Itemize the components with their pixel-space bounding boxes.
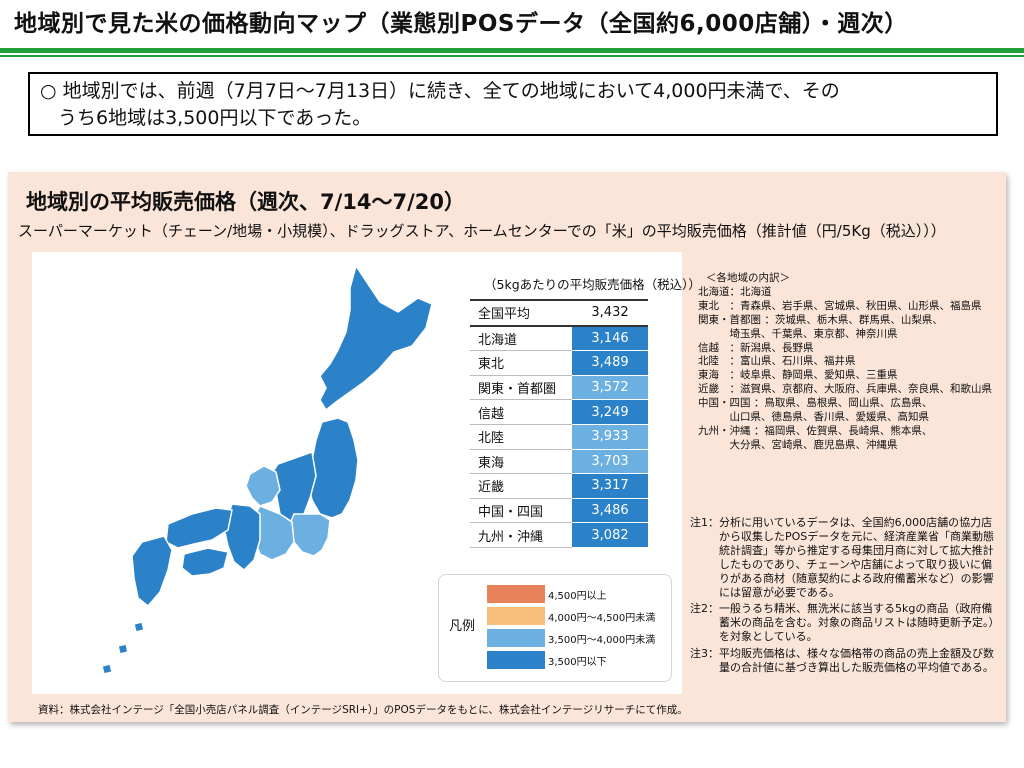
region-price: 3,249 — [572, 399, 648, 425]
map-region-kanto — [287, 513, 331, 557]
map-region-tohoku — [307, 417, 359, 519]
breakdown-line: 山口県、徳島県、香川県、愛媛県、高知県 — [698, 411, 929, 424]
region-breakdown: ＜各地域の内訳＞ 北海道：北海道 東北 ：青森県、岩手県、宮城県、秋田県、山形県、… — [698, 272, 992, 453]
map-legend: 凡例 4,500円以上 4,000円～4,500円未満 3,500円～4,000… — [438, 574, 672, 682]
map-region-shikoku — [181, 547, 229, 577]
legend-title: 凡例 — [449, 619, 476, 634]
footnotes: 注1： 分析に用いているデータは、全国約6,000店舗の協力店から収集したPOSデ… — [690, 516, 998, 678]
map-region-hokkaido — [319, 265, 433, 411]
summary-box: ○ 地域別では、前週（7月7日～7月13日）に続き、全ての地域において4,000… — [28, 72, 998, 136]
footnote-label: 注3： — [690, 647, 719, 661]
legend-swatch — [487, 607, 545, 625]
japan-map — [101, 265, 433, 675]
legend-label: 3,500円～4,000円未満 — [548, 635, 656, 646]
region-name: 東海 — [470, 449, 572, 475]
map-region-kyushu — [131, 535, 173, 607]
title-rule-thick — [0, 48, 1024, 53]
map-region-hokuriku — [245, 465, 281, 507]
footnote-text: 平均販売価格は、様々な価格帯の商品の売上金額及び数量の合計値に基づき算出した販売… — [719, 647, 994, 675]
breakdown-line: 北陸 ：富山県、石川県、福井県 — [698, 355, 856, 368]
table-row: 関東・首都圏 3,572 — [470, 375, 648, 401]
source-note: 資料：株式会社インテージ「全国小売店パネル調査（インテージSRI+）」のPOSデ… — [38, 704, 688, 716]
breakdown-list: 北海道：北海道 東北 ：青森県、岩手県、宮城県、秋田県、山形県、福島県 関東・首都圏… — [698, 286, 992, 453]
region-name: 北海道 — [470, 325, 572, 352]
region-name: 中国・四国 — [470, 498, 572, 524]
region-price: 3,486 — [572, 498, 648, 524]
region-price: 3,146 — [572, 325, 648, 352]
region-name: 関東・首都圏 — [470, 375, 572, 401]
breakdown-line: 東海 ：岐阜県、静岡県、愛知県、三重県 — [698, 369, 898, 382]
table-row: 北海道 3,146 — [470, 325, 648, 352]
region-price: 3,703 — [572, 449, 648, 475]
region-price: 3,572 — [572, 375, 648, 401]
region-price: 3,933 — [572, 424, 648, 450]
region-price: 3,082 — [572, 522, 648, 548]
panel-title: 地域別の平均販売価格（週次、7/14～7/20） — [26, 190, 466, 214]
breakdown-line: 近畿 ：滋賀県、京都府、大阪府、兵庫県、奈良県、和歌山県 — [698, 383, 992, 396]
breakdown-line: 埼玉県、千葉県、東京都、神奈川県 — [698, 327, 898, 340]
region-price: 3,432 — [572, 299, 648, 327]
breakdown-heading: ＜各地域の内訳＞ — [706, 272, 790, 284]
table-row: 信越 3,249 — [470, 399, 648, 425]
table-row: 北陸 3,933 — [470, 424, 648, 450]
region-price: 3,489 — [572, 350, 648, 376]
legend-label: 3,500円以下 — [548, 657, 607, 668]
footnote: 注1： 分析に用いているデータは、全国約6,000店舗の協力店から収集したPOSデ… — [690, 516, 998, 599]
table-row: 東北 3,489 — [470, 350, 648, 376]
breakdown-line: 東北 ：青森県、岩手県、宮城県、秋田県、山形県、福島県 — [698, 299, 982, 312]
map-region-chugoku — [165, 507, 233, 549]
legend-item: 4,000円～4,500円未満 — [487, 607, 665, 625]
region-name: 九州・沖縄 — [470, 522, 572, 548]
map-island-3 — [101, 663, 113, 675]
legend-item: 3,500円以下 — [487, 651, 665, 669]
table-row-average: 全国平均 3,432 — [470, 299, 648, 327]
map-island-1 — [133, 621, 145, 633]
breakdown-line: 北海道：北海道 — [698, 285, 772, 298]
legend-swatch — [487, 629, 545, 647]
region-name: 東北 — [470, 350, 572, 376]
region-price: 3,317 — [572, 473, 648, 499]
price-table: 全国平均 3,432 北海道 3,146 東北 3,489 関東・首都圏 3,572 信越 3… — [470, 299, 648, 548]
legend-label: 4,500円以上 — [548, 591, 607, 602]
table-row: 九州・沖縄 3,082 — [470, 522, 648, 548]
breakdown-line: 信越 ：新潟県、長野県 — [698, 341, 814, 354]
region-name: 北陸 — [470, 424, 572, 450]
region-name: 全国平均 — [470, 299, 572, 327]
legend-item: 3,500円～4,000円未満 — [487, 629, 665, 647]
price-panel: 地域別の平均販売価格（週次、7/14～7/20） スーパーマーケット（チェーン/… — [8, 172, 1006, 722]
breakdown-line: 中国・四国 ：鳥取県、島根県、岡山県、広島県、 — [698, 397, 933, 410]
table-row: 中国・四国 3,486 — [470, 498, 648, 524]
footnote-text: 一般うるち精米、無洗米に該当する5kgの商品（政府備蓄米の商品を含む。対象の商品… — [719, 602, 994, 644]
breakdown-line: 関東・首都圏 ：茨城県、栃木県、群馬県、山梨県、 — [698, 313, 943, 326]
footnote: 注2： 一般うるち精米、無洗米に該当する5kgの商品（政府備蓄米の商品を含む。対象… — [690, 602, 998, 644]
page-title: 地域別で見た米の価格動向マップ（業態別POSデータ（全国約6,000店舗）・週次… — [14, 11, 908, 37]
table-row: 東海 3,703 — [470, 449, 648, 475]
region-name: 信越 — [470, 399, 572, 425]
footnote-label: 注2： — [690, 602, 719, 616]
summary-line-2: うち6地域は3,500円以下であった。 — [58, 107, 372, 129]
price-unit-note: （5kgあたりの平均販売価格（税込）） — [484, 277, 701, 292]
breakdown-line: 九州・沖縄 ：福岡県、佐賀県、長崎県、熊本県、 — [698, 424, 933, 437]
breakdown-line: 大分県、宮崎県、鹿児島県、沖縄県 — [698, 438, 898, 451]
footnote-label: 注1： — [690, 516, 719, 529]
footnote-text: 分析に用いているデータは、全国約6,000店舗の協力店から収集したPOSデータを… — [719, 516, 994, 599]
region-name: 近畿 — [470, 473, 572, 499]
map-region-kinki — [223, 503, 261, 571]
title-rule-thin — [0, 55, 1024, 57]
legend-item: 4,500円以上 — [487, 585, 665, 603]
table-row: 近畿 3,317 — [470, 473, 648, 499]
legend-label: 4,000円～4,500円未満 — [548, 613, 656, 624]
panel-subtitle: スーパーマーケット（チェーン/地場・小規模）、ドラッグストア、ホームセンターでの… — [18, 222, 946, 240]
legend-swatch — [487, 651, 545, 669]
map-island-2 — [117, 643, 129, 655]
legend-swatch — [487, 585, 545, 603]
map-area: （5kgあたりの平均販売価格（税込）） 全国平均 3,432 北海道 3,146 東… — [32, 252, 701, 694]
footnote: 注3： 平均販売価格は、様々な価格帯の商品の売上金額及び数量の合計値に基づき算出し… — [690, 647, 998, 675]
summary-line-1: ○ 地域別では、前週（7月7日～7月13日）に続き、全ての地域において4,000… — [40, 80, 840, 102]
